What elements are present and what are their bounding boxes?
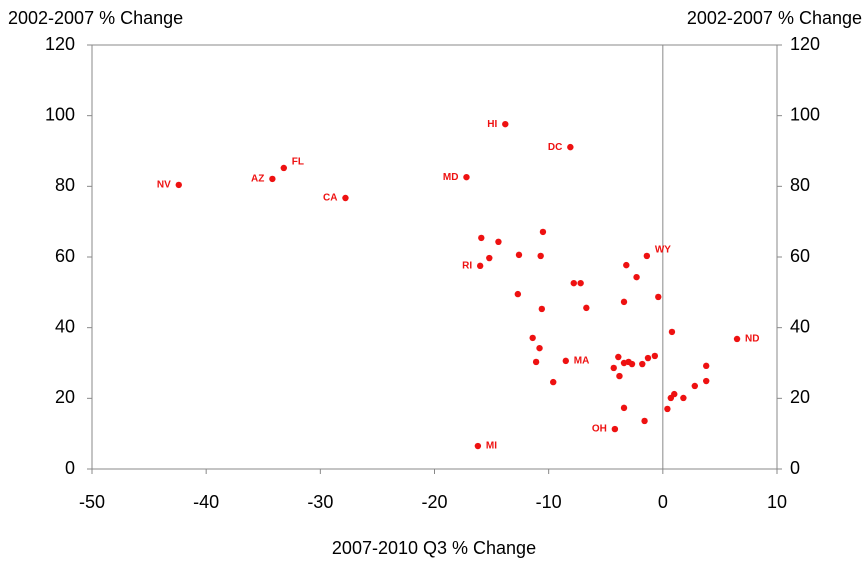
- y-tick-label: 20: [55, 387, 75, 407]
- point: [628, 360, 636, 368]
- point: [280, 164, 287, 172]
- point: [567, 143, 574, 151]
- y2-tick-label: 60: [790, 246, 810, 266]
- point: [342, 194, 349, 202]
- point: [623, 261, 630, 269]
- point: [478, 234, 485, 242]
- plot-frame: [91, 44, 778, 470]
- point: [633, 273, 640, 281]
- y2-tick-label: 0: [790, 458, 800, 478]
- point: [620, 404, 628, 412]
- y-axis-title: 2002-2007 % Change: [8, 8, 183, 28]
- point-label: NV: [157, 180, 171, 191]
- point: [651, 352, 659, 360]
- point: [269, 175, 276, 183]
- x-tick-label: -20: [421, 492, 447, 512]
- y2-axis-title: 2002-2007 % Change: [687, 8, 862, 28]
- point-label: CA: [323, 193, 337, 204]
- point-label: MD: [443, 172, 459, 183]
- point-label: AZ: [251, 174, 264, 185]
- y2-tick-label: 20: [790, 387, 810, 407]
- point: [733, 335, 741, 343]
- point-label: DC: [548, 142, 562, 153]
- point: [611, 425, 619, 433]
- y2-tick-label: 100: [790, 104, 820, 124]
- point-label: HI: [487, 119, 497, 130]
- point-label: RI: [462, 260, 472, 271]
- x-tick-label: 10: [767, 492, 787, 512]
- point-label: FL: [292, 157, 304, 168]
- point: [562, 357, 569, 365]
- point-label: OH: [592, 424, 607, 435]
- point: [515, 251, 523, 259]
- point: [655, 293, 662, 301]
- point: [550, 378, 557, 386]
- point: [536, 344, 543, 352]
- point: [532, 358, 540, 366]
- x-tick-label: -10: [536, 492, 562, 512]
- point: [615, 353, 622, 361]
- y2-tick-label: 80: [790, 175, 810, 195]
- point: [529, 334, 536, 342]
- point: [502, 120, 509, 128]
- point: [514, 290, 522, 298]
- point: [691, 382, 698, 390]
- point: [463, 173, 470, 181]
- x-axis-title: 2007-2010 Q3 % Change: [332, 538, 536, 558]
- point: [538, 305, 546, 313]
- point: [570, 279, 577, 287]
- point: [537, 252, 544, 260]
- point-label: ND: [745, 334, 759, 345]
- y-tick-label: 100: [45, 104, 75, 124]
- point: [641, 417, 648, 425]
- x-tick-label: -30: [307, 492, 333, 512]
- point: [474, 442, 482, 450]
- point-label: MA: [574, 356, 590, 367]
- point: [610, 364, 617, 372]
- point: [668, 328, 676, 336]
- point: [583, 304, 590, 312]
- point-label: WY: [655, 245, 671, 256]
- point: [639, 360, 646, 368]
- y-tick-label: 0: [65, 458, 75, 478]
- point: [486, 254, 493, 262]
- point: [703, 362, 710, 370]
- point: [175, 181, 182, 189]
- y-tick-label: 80: [55, 175, 75, 195]
- x-tick-label: -40: [193, 492, 219, 512]
- point: [643, 252, 651, 260]
- y-tick-label: 40: [55, 316, 75, 336]
- y2-tick-label: 40: [790, 316, 810, 336]
- point: [616, 372, 623, 380]
- point: [664, 405, 671, 413]
- point: [644, 354, 652, 362]
- point: [495, 238, 502, 246]
- point: [577, 279, 584, 287]
- point: [620, 298, 628, 306]
- x-tick-label: 0: [658, 492, 668, 512]
- y-tick-label: 60: [55, 246, 75, 266]
- y-tick-label: 120: [45, 34, 75, 54]
- y2-tick-label: 120: [790, 34, 820, 54]
- point: [680, 394, 687, 402]
- point: [703, 377, 710, 385]
- point-label: MI: [486, 441, 497, 452]
- point: [476, 262, 484, 270]
- point: [671, 390, 678, 398]
- point: [539, 228, 547, 236]
- x-tick-label: -50: [79, 492, 105, 512]
